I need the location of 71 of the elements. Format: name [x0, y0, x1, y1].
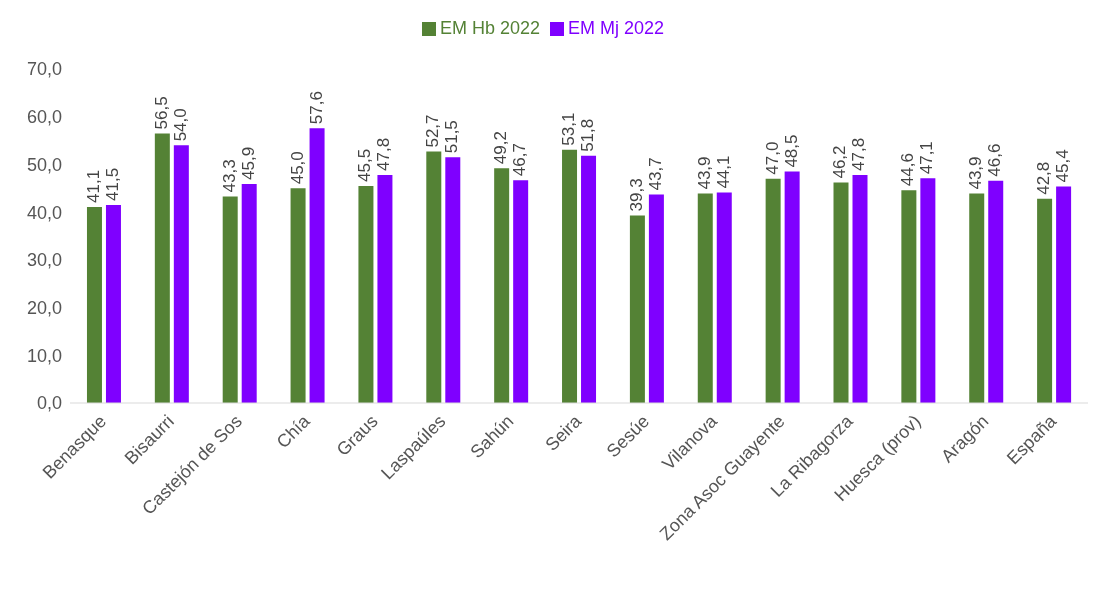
bar [901, 190, 917, 403]
data-label: 39,3 [626, 178, 646, 212]
data-label: 52,7 [423, 114, 443, 148]
legend-label: EM Mj 2022 [568, 18, 665, 38]
y-tick-label: 30,0 [26, 250, 62, 271]
bar [309, 128, 325, 403]
bar [290, 188, 306, 403]
bar [222, 196, 238, 403]
data-label: 44,1 [713, 155, 733, 189]
data-label: 44,6 [898, 153, 918, 187]
bar [988, 180, 1004, 403]
y-tick-label: 0,0 [36, 393, 62, 414]
data-label: 41,5 [102, 167, 122, 201]
bar [358, 185, 374, 403]
data-label: 43,3 [219, 159, 239, 193]
data-label: 46,6 [985, 143, 1005, 177]
y-tick-label: 60,0 [26, 107, 62, 128]
y-tick-label: 40,0 [26, 202, 62, 223]
bar [1056, 186, 1072, 403]
data-label: 45,5 [355, 148, 375, 182]
data-label: 45,0 [287, 151, 307, 185]
data-label: 51,5 [442, 120, 462, 154]
bar [784, 171, 800, 403]
legend-label: EM Hb 2022 [439, 18, 540, 38]
data-label: 47,1 [917, 141, 937, 175]
bar [562, 149, 578, 403]
data-label: 45,9 [238, 146, 258, 180]
y-tick-label: 50,0 [26, 154, 62, 175]
x-tick-label: Chía [272, 410, 315, 453]
data-label: 46,2 [830, 145, 850, 179]
data-label: 42,8 [1034, 161, 1054, 195]
bar [716, 192, 732, 403]
bar [377, 174, 393, 403]
bar [426, 151, 442, 403]
data-label: 43,9 [694, 156, 714, 190]
data-label: 56,5 [151, 96, 171, 130]
bar [105, 204, 121, 403]
data-label: 46,7 [510, 143, 530, 177]
data-label: 43,9 [966, 156, 986, 190]
data-label: 47,0 [762, 141, 782, 175]
bar [86, 206, 102, 403]
bar [494, 168, 510, 403]
data-label: 47,8 [849, 137, 869, 171]
data-label: 53,1 [559, 112, 579, 146]
data-label: 51,8 [578, 118, 598, 152]
bar [697, 193, 713, 403]
bar [445, 157, 461, 403]
data-label: 54,0 [170, 108, 190, 142]
bar [581, 155, 597, 403]
bar [629, 215, 645, 403]
bar [833, 182, 849, 403]
data-label: 43,7 [645, 157, 665, 191]
y-tick-label: 20,0 [26, 297, 62, 318]
data-label: 41,1 [83, 169, 103, 203]
data-label: 49,2 [491, 131, 511, 165]
bar [852, 174, 868, 403]
bar [241, 183, 257, 403]
bar [513, 180, 529, 403]
bar [648, 194, 664, 403]
bar [765, 178, 781, 403]
data-label: 48,5 [781, 134, 801, 168]
data-label: 45,4 [1053, 149, 1073, 183]
bar [173, 145, 189, 403]
data-label: 57,6 [306, 91, 326, 125]
bar [154, 133, 170, 403]
y-tick-label: 10,0 [26, 345, 62, 366]
y-tick-label: 70,0 [26, 59, 62, 80]
data-label: 47,8 [374, 137, 394, 171]
bar [920, 178, 936, 403]
bar [1037, 198, 1053, 403]
bar [969, 193, 985, 403]
